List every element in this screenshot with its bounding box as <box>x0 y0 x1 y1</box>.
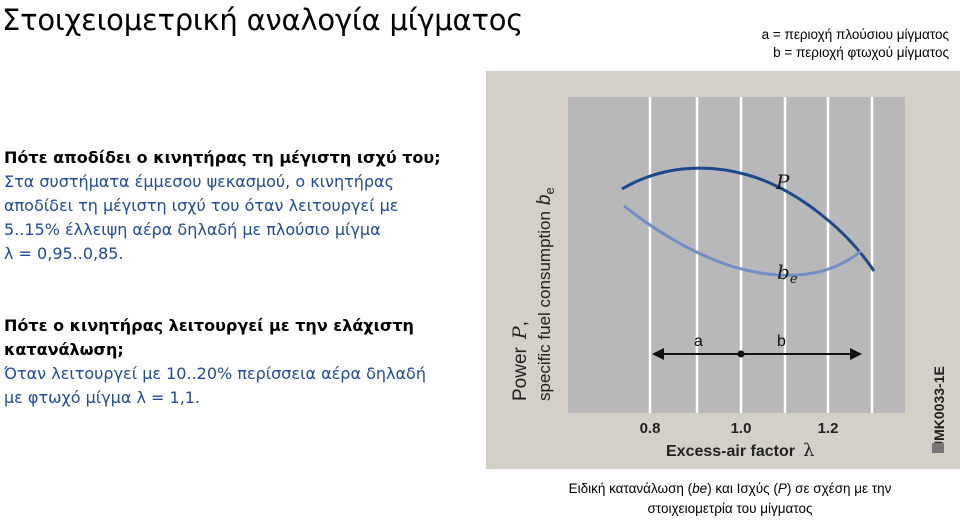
legend-b: b = περιοχή φτωχού μίγματος <box>773 45 949 60</box>
answer-line: με φτωχό μίγμα λ = 1,1. <box>4 388 201 407</box>
power-consumption-figure: P be a b 0.8 1.0 1.2 Excess-air factor λ … <box>486 71 960 469</box>
answer-line: Όταν λειτουργεί με 10..20% περίσσεια αέρ… <box>4 364 426 383</box>
question-heading: Πότε ο κινητήρας λειτουργεί με την ελάχι… <box>4 316 414 335</box>
power-curve <box>621 166 876 272</box>
x-tick-label: 1.2 <box>818 420 839 437</box>
figure-code-mark <box>932 443 944 453</box>
question-min-consumption: Πότε ο κινητήρας λειτουργεί με την ελάχι… <box>4 314 426 410</box>
arrow-right-head <box>850 348 862 360</box>
legend-a: a = περιοχή πλούσιου μίγματος <box>761 27 949 42</box>
x-tick-label: 1.0 <box>731 420 752 437</box>
svg-text:specific fuel consumptionbe: specific fuel consumptionbe <box>534 187 557 401</box>
question-heading: κατανάλωση; <box>4 340 124 359</box>
legend: a = περιοχή πλούσιου μίγματος b = περιοχ… <box>762 26 949 62</box>
consumption-curve-label: be <box>777 260 798 287</box>
x-axis-label: Excess-air factor λ <box>666 440 814 461</box>
figure-caption: Ειδική κατανάλωση (be) και Ισχύς (P) σε … <box>520 479 940 519</box>
plot-area <box>568 97 905 413</box>
caption-line-1: Ειδική κατανάλωση (be) και Ισχύς (P) σε … <box>568 481 892 496</box>
arrow-midpoint <box>737 350 745 358</box>
power-curve-label: P <box>775 170 790 194</box>
svg-text:UMK0033-1E: UMK0033-1E <box>931 366 947 451</box>
rich-mixture-label: a <box>694 333 703 350</box>
question-max-power: Πότε αποδίδει ο κινητήρας τη μέγιστη ισχ… <box>4 146 441 266</box>
page-title: Στοιχειομετρική αναλογία μίγματος <box>2 3 524 37</box>
y-axis-label: PowerP, specific fuel consumptionbe <box>509 187 557 401</box>
answer-line: αποδίδει τη μέγιστη ισχύ του όταν λειτου… <box>4 196 399 215</box>
consumption-curve <box>623 204 862 277</box>
x-tick-label: 0.8 <box>640 420 661 437</box>
caption-line-2: στοιχειομετρία του μίγματος <box>647 501 813 516</box>
figure-code: UMK0033-1E <box>931 366 947 451</box>
question-heading: Πότε αποδίδει ο κινητήρας τη μέγιστη ισχ… <box>4 148 441 167</box>
answer-line: Στα συστήματα έμμεσου ψεκασμού, ο κινητή… <box>4 172 394 191</box>
answer-line: λ = 0,95..0,85. <box>4 244 124 263</box>
svg-text:PowerP,: PowerP, <box>509 321 531 401</box>
lean-mixture-label: b <box>777 333 786 350</box>
answer-line: 5..15% έλλειψη αέρα δηλαδή με πλούσιο μί… <box>4 220 381 239</box>
arrow-left-head <box>652 348 664 360</box>
figure-svg: P be a b 0.8 1.0 1.2 Excess-air factor λ … <box>486 71 960 469</box>
